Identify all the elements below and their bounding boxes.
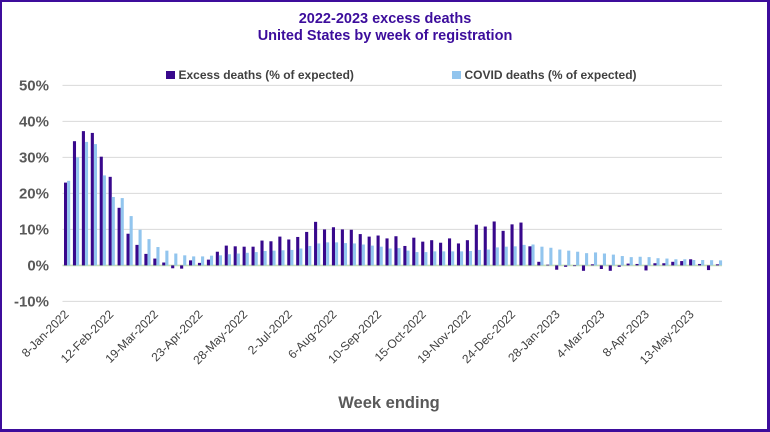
svg-text:40%: 40%	[19, 113, 49, 130]
svg-text:50%: 50%	[19, 77, 49, 94]
svg-text:30%: 30%	[19, 149, 49, 166]
svg-text:20%: 20%	[19, 185, 49, 202]
svg-text:4-Mar-2023: 4-Mar-2023	[554, 307, 608, 361]
svg-text:-10%: -10%	[14, 293, 49, 310]
svg-text:10%: 10%	[19, 221, 49, 238]
svg-text:0%: 0%	[27, 257, 49, 274]
